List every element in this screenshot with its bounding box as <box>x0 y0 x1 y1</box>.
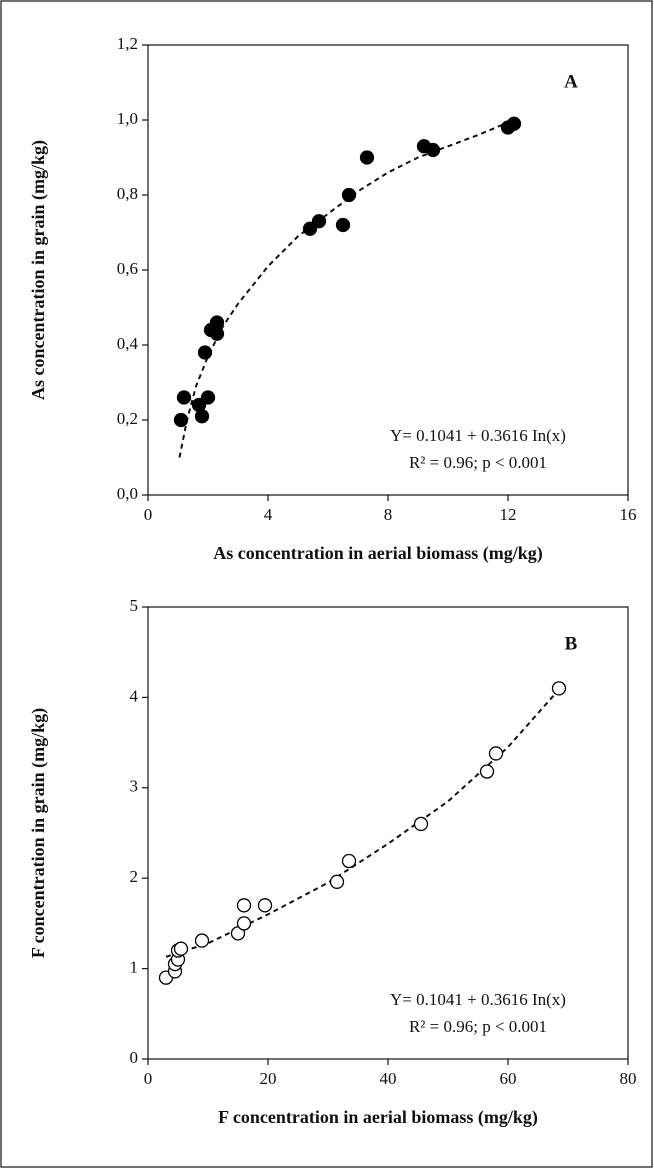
fit-curve <box>178 119 515 458</box>
data-point <box>551 681 567 696</box>
data-point <box>359 150 375 165</box>
data-point <box>302 221 318 236</box>
data-point <box>173 941 189 956</box>
data-point <box>194 409 210 424</box>
data-point <box>506 116 522 131</box>
fit-annotation: Y= 0.1041 + 0.3616 In(x) <box>390 426 566 445</box>
data-point <box>329 874 345 889</box>
x-tick-label: 0 <box>144 505 153 524</box>
data-point <box>236 916 252 931</box>
panel-label: A <box>564 71 578 92</box>
data-point <box>413 816 429 832</box>
y-tick-label: 0,4 <box>117 334 139 353</box>
data-point <box>341 187 357 203</box>
y-tick-label: 1,0 <box>117 109 138 128</box>
x-tick-label: 8 <box>384 505 393 524</box>
x-tick-label: 4 <box>264 505 273 524</box>
data-point <box>479 764 495 779</box>
data-point <box>341 853 357 869</box>
x-tick-label: 40 <box>380 1069 397 1088</box>
x-axis-title: F concentration in aerial biomass (mg/kg… <box>218 1107 538 1128</box>
data-point <box>425 142 441 158</box>
fit-annotation: R² = 0.96; p < 0.001 <box>409 1017 547 1036</box>
y-tick-label: 0,8 <box>117 184 138 203</box>
data-point <box>197 345 213 360</box>
y-tick-label: 0 <box>130 1048 139 1067</box>
y-axis-title: F concentration in grain (mg/kg) <box>28 708 49 958</box>
x-tick-label: 80 <box>620 1069 637 1088</box>
y-tick-label: 1 <box>130 958 139 977</box>
data-point <box>311 214 327 229</box>
data-point <box>209 326 225 341</box>
y-axis-title: As concentration in grain (mg/kg) <box>28 140 49 400</box>
data-point <box>335 217 351 233</box>
y-tick-label: 0,0 <box>117 484 138 503</box>
fit-annotation: R² = 0.96; p < 0.001 <box>409 453 547 472</box>
data-point <box>236 898 252 913</box>
y-tick-label: 5 <box>130 596 139 615</box>
x-tick-label: 20 <box>260 1069 277 1088</box>
x-tick-label: 0 <box>144 1069 153 1088</box>
y-tick-label: 2 <box>130 867 139 886</box>
data-point <box>200 390 216 405</box>
data-point <box>173 412 189 428</box>
data-point <box>194 933 210 948</box>
y-tick-label: 0,2 <box>117 409 138 428</box>
y-tick-label: 4 <box>130 686 139 705</box>
panel: 0,0 0,2 0,4 0,6 0,8 1,0 1,2 0 4 8 12 16 As concentra… <box>28 34 636 564</box>
x-tick-label: 16 <box>620 505 637 524</box>
data-point <box>488 746 504 761</box>
y-tick-label: 0,6 <box>117 259 138 278</box>
y-tick-label: 1,2 <box>117 34 138 53</box>
fit-annotation: Y= 0.1041 + 0.3616 In(x) <box>390 990 566 1009</box>
x-tick-label: 60 <box>500 1069 517 1088</box>
panel: 0 1 2 3 4 5 0 20 40 60 80 F concentration in aerial… <box>28 596 636 1128</box>
x-axis-title: As concentration in aerial biomass (mg/k… <box>213 543 542 564</box>
y-tick-label: 3 <box>130 777 139 796</box>
data-point <box>176 390 192 405</box>
x-tick-label: 12 <box>500 505 517 524</box>
data-point <box>257 898 273 913</box>
panel-label: B <box>565 633 578 654</box>
fit-curve <box>165 692 557 958</box>
